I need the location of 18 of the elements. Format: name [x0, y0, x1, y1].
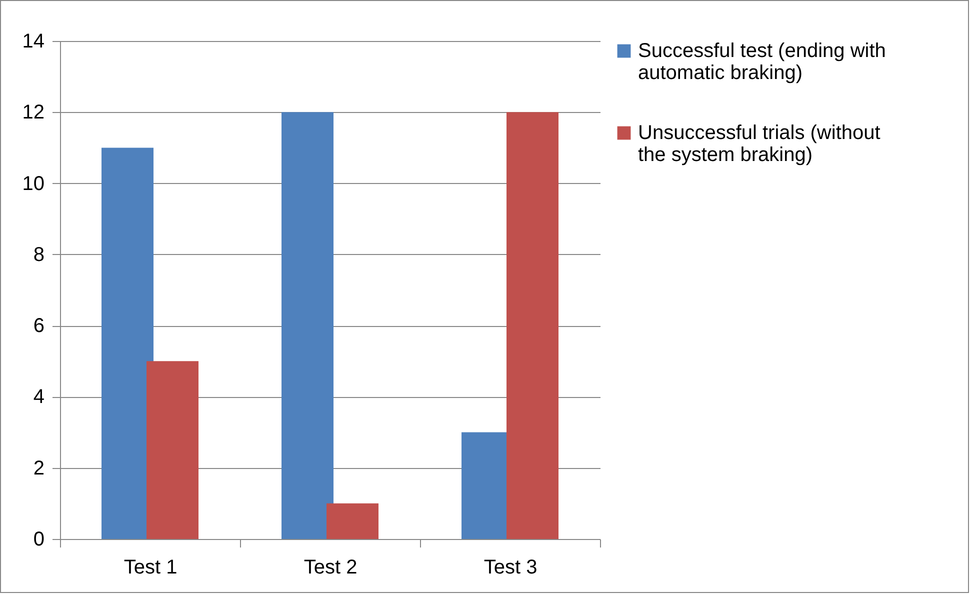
- legend-label: Unsuccessful trials (without the system braking): [638, 122, 881, 166]
- y-tick-label: 12: [22, 102, 44, 124]
- y-tick-label: 6: [33, 315, 44, 338]
- x-tick-label: Test 2: [304, 556, 358, 578]
- x-tick-label: Test 1: [124, 556, 178, 578]
- y-tick-label: 10: [22, 172, 44, 195]
- x-tick-label: Test 3: [484, 556, 538, 578]
- y-tick-label: 0: [33, 528, 44, 550]
- legend-label: Successful test (ending with automatic braking): [638, 40, 886, 84]
- bar: [102, 148, 154, 539]
- bar: [282, 112, 334, 539]
- y-tick-label: 4: [33, 386, 44, 408]
- y-tick-label: 2: [33, 457, 44, 480]
- bar: [506, 112, 558, 539]
- bar: [326, 503, 378, 539]
- y-tick-label: 14: [22, 30, 44, 52]
- y-tick-label: 8: [33, 244, 44, 266]
- bar: [146, 361, 198, 539]
